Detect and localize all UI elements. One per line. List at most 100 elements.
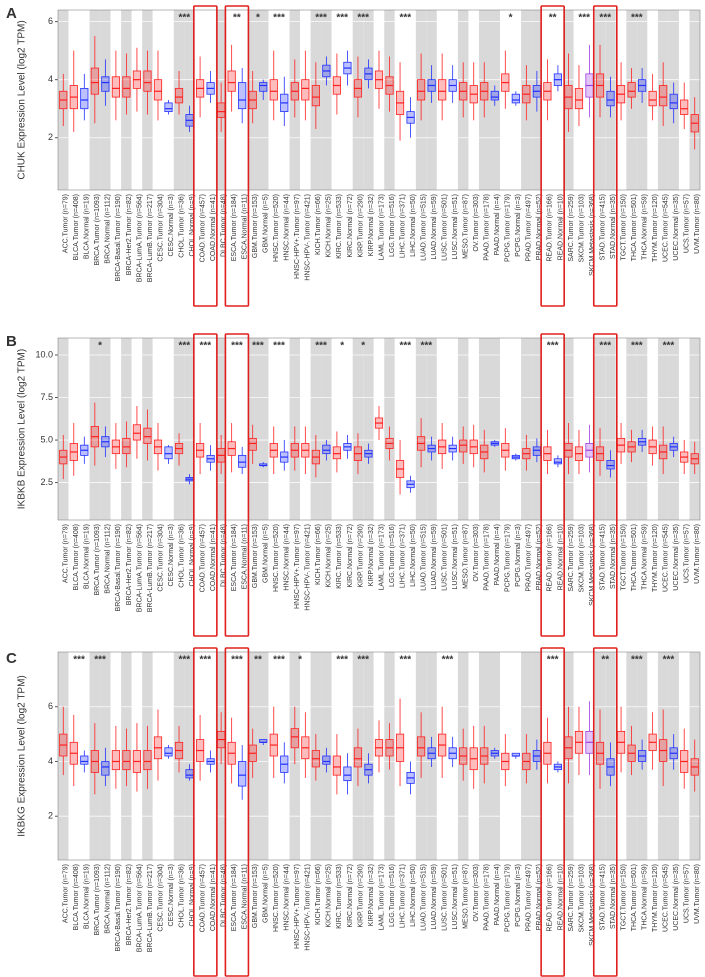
background-band bbox=[668, 338, 679, 520]
box bbox=[238, 761, 247, 787]
significance: *** bbox=[315, 13, 327, 24]
x-tick-label: ACC.Tumor (n=79) bbox=[63, 194, 70, 253]
x-tick-label: UCEC.Normal (n=35) bbox=[673, 194, 680, 261]
x-tick-label: KICH.Tumor (n=66) bbox=[315, 524, 322, 585]
significance: * bbox=[340, 341, 344, 352]
significance: * bbox=[98, 341, 102, 352]
x-tick-label: CHOL.Normal (n=9) bbox=[189, 864, 196, 926]
box bbox=[164, 102, 173, 113]
x-tick-label: HNSC.Tumor (n=520) bbox=[273, 194, 280, 262]
x-tick-label: ESCA.Tumor (n=184) bbox=[231, 524, 238, 591]
background-band bbox=[394, 652, 406, 860]
x-tick-label: READ.Normal (n=10) bbox=[557, 864, 564, 930]
background-band bbox=[542, 338, 553, 520]
background-band bbox=[110, 652, 122, 860]
x-tick-label: TGCT.Tumor (n=150) bbox=[620, 194, 627, 260]
background-band bbox=[531, 338, 543, 520]
background-band bbox=[489, 338, 501, 520]
x-tick-label: LAML.Tumor (n=173) bbox=[378, 524, 385, 590]
box bbox=[238, 454, 247, 468]
background-band bbox=[247, 652, 258, 860]
significance: *** bbox=[231, 341, 243, 352]
significance: *** bbox=[399, 341, 411, 352]
significance: *** bbox=[399, 13, 411, 24]
x-tick-label: SKCM.Metastasis (n=368) bbox=[589, 864, 596, 946]
y-tick-label: 2 bbox=[48, 132, 53, 142]
x-tick-label: BRCA-LumA.Tumor (n=564) bbox=[136, 524, 143, 612]
y-tick-label: 4 bbox=[48, 756, 53, 766]
box bbox=[90, 67, 99, 95]
significance: *** bbox=[599, 341, 611, 352]
x-tick-label: PCPG.Normal (n=3) bbox=[515, 194, 522, 257]
box bbox=[627, 82, 636, 98]
x-tick-label: CESC.Tumor (n=304) bbox=[157, 864, 164, 932]
x-tick-label: KIRC.Normal (n=72) bbox=[347, 524, 354, 588]
x-tick-label: STAD.Normal (n=35) bbox=[610, 194, 617, 259]
x-tick-label: BLCA.Normal (n=19) bbox=[84, 524, 91, 589]
x-tick-label: GBM.Tumor (n=153) bbox=[252, 194, 259, 258]
x-tick-label: HNSC-HPV+.Tumor (n=97) bbox=[294, 864, 301, 949]
x-tick-label: HNSC-HPV+.Tumor (n=97) bbox=[294, 524, 301, 609]
x-tick-label: READ.Normal (n=10) bbox=[557, 524, 564, 590]
x-tick-label: PCPG.Tumor (n=179) bbox=[505, 864, 512, 932]
x-tick-label: BLCA.Normal (n=19) bbox=[84, 194, 91, 259]
x-tick-label: LGG.Tumor (n=516) bbox=[389, 524, 396, 587]
background-band bbox=[394, 338, 406, 520]
x-tick-label: GBM.Normal (n=5) bbox=[263, 194, 270, 253]
significance: * bbox=[509, 13, 513, 24]
x-tick-label: OV.Tumor (n=303) bbox=[473, 864, 480, 922]
y-tick-label: 6 bbox=[48, 16, 53, 26]
box bbox=[459, 439, 468, 453]
panel-label: A bbox=[6, 5, 17, 22]
background-band bbox=[142, 652, 153, 860]
x-tick-label: BRCA-LumA.Tumor (n=564) bbox=[136, 194, 143, 282]
x-tick-label: COAD.Tumor (n=457) bbox=[199, 194, 206, 262]
x-tick-label: LUAD.Normal (n=59) bbox=[431, 524, 438, 590]
plot-border bbox=[57, 9, 701, 191]
x-tick-label: SKCM.Tumor (n=103) bbox=[578, 194, 585, 262]
x-tick-label: UCEC.Tumor (n=545) bbox=[663, 194, 670, 262]
x-tick-label: BLCA.Tumor (n=408) bbox=[73, 194, 80, 260]
significance: * bbox=[256, 13, 260, 24]
x-tick-label: CESC.Normal (n=3) bbox=[168, 864, 175, 926]
x-tick-label: LUSC.Tumor (n=501) bbox=[441, 194, 448, 261]
x-tick-label: LIHC.Tumor (n=371) bbox=[399, 524, 406, 588]
significance: *** bbox=[631, 341, 643, 352]
x-tick-label: LGG.Tumor (n=516) bbox=[389, 864, 396, 927]
significance: *** bbox=[200, 655, 212, 666]
background-band bbox=[510, 338, 522, 520]
background-band bbox=[310, 10, 322, 190]
x-tick-label: KIRP.Normal (n=32) bbox=[368, 194, 375, 256]
background-band bbox=[215, 338, 227, 520]
x-tick-label: KIRP.Tumor (n=290) bbox=[357, 194, 364, 258]
highlight-frame bbox=[224, 333, 250, 637]
background-band bbox=[426, 652, 437, 860]
background-band bbox=[552, 652, 564, 860]
x-tick-label: UCEC.Normal (n=35) bbox=[673, 864, 680, 931]
box bbox=[80, 755, 89, 765]
x-tick-label: LIHC.Normal (n=50) bbox=[410, 524, 417, 587]
box bbox=[174, 87, 184, 104]
box bbox=[217, 102, 226, 118]
x-tick-label: UCS.Tumor (n=57) bbox=[684, 524, 691, 583]
x-tick-label: GBM.Normal (n=5) bbox=[263, 524, 270, 583]
background-band bbox=[689, 338, 700, 520]
x-tick-label: STAD.Tumor (n=415) bbox=[599, 524, 606, 590]
x-tick-label: THCA.Tumor (n=501) bbox=[631, 194, 638, 261]
x-tick-label: KICH.Normal (n=25) bbox=[326, 864, 333, 928]
x-tick-label: PAAD.Tumor (n=178) bbox=[484, 524, 491, 591]
x-tick-label: LUSC.Tumor (n=501) bbox=[441, 524, 448, 591]
background-band bbox=[521, 10, 532, 190]
x-tick-label: PRAD.Normal (n=52) bbox=[536, 864, 543, 930]
significance: * bbox=[361, 341, 365, 352]
significance: *** bbox=[336, 655, 348, 666]
background-band bbox=[626, 338, 637, 520]
significance: *** bbox=[599, 13, 611, 24]
box bbox=[259, 82, 268, 92]
x-tick-label: BRCA-LumB.Tumor (n=217) bbox=[147, 864, 154, 952]
x-tick-label: BRCA.Normal (n=112) bbox=[105, 524, 112, 594]
x-tick-label: KIRP.Normal (n=32) bbox=[368, 864, 375, 926]
x-tick-label: KIRP.Normal (n=32) bbox=[368, 524, 375, 586]
background-band bbox=[121, 652, 132, 860]
x-tick-label: UCS.Tumor (n=57) bbox=[684, 194, 691, 253]
